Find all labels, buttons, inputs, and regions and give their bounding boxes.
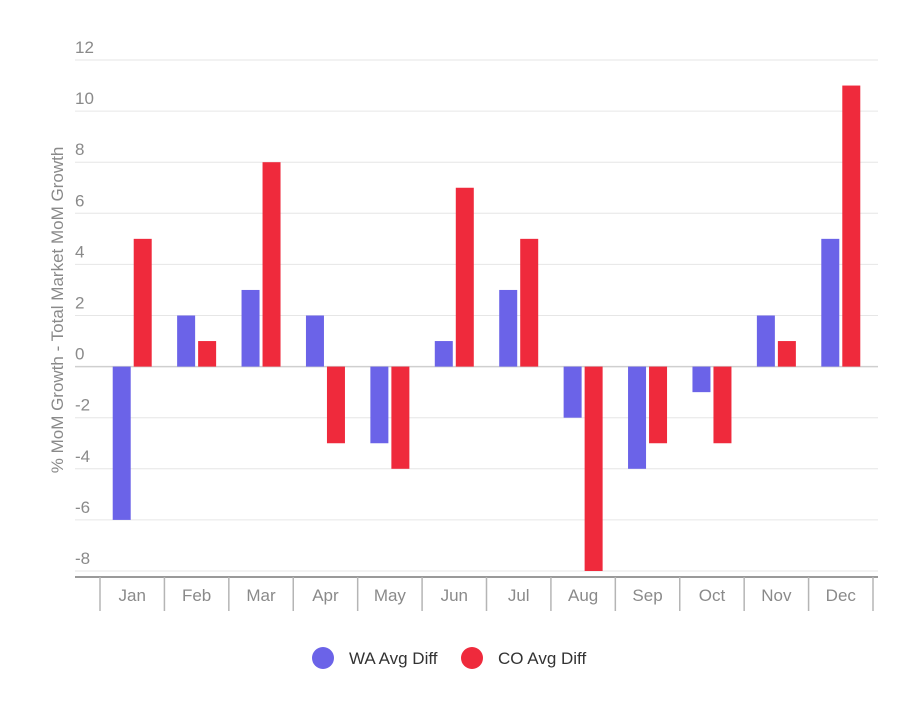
bar-co-jan — [133, 238, 152, 367]
bar-wa-dec — [821, 238, 840, 367]
y-tick-label: 12 — [75, 38, 94, 57]
y-axis-ticks: 12 10 8 6 4 2 0 -2 -4 -6 -8 — [75, 38, 94, 568]
bar-co-jun — [455, 187, 474, 367]
bar-wa-mar — [241, 289, 260, 367]
y-axis-title: % MoM Growth - Total Market MoM Growth — [48, 147, 67, 474]
y-tick-label: 4 — [75, 242, 84, 261]
x-tick-label: Jul — [508, 586, 530, 605]
y-tick-label: 2 — [75, 294, 84, 313]
x-tick-label: Oct — [699, 586, 726, 605]
legend-swatch — [461, 647, 483, 669]
bar-wa-apr — [305, 315, 324, 367]
bar-co-may — [391, 366, 410, 469]
x-axis: Jan Feb Mar Apr May Jun Jul Aug Sep Oct Nov Dec — [75, 576, 878, 611]
bar-co-jul — [520, 238, 539, 367]
x-tick-label: Apr — [312, 586, 339, 605]
bar-co-oct — [713, 366, 732, 444]
y-tick-label: 8 — [75, 140, 84, 159]
bars — [112, 85, 861, 571]
y-tick-label: -2 — [75, 396, 90, 415]
x-tick-label: May — [374, 586, 407, 605]
x-tick-label: Aug — [568, 586, 598, 605]
gridlines — [75, 59, 878, 572]
x-tick-label: Nov — [761, 586, 792, 605]
x-tick-label: Mar — [246, 586, 276, 605]
y-tick-label: -8 — [75, 549, 90, 568]
y-tick-label: 10 — [75, 89, 94, 108]
y-tick-label: 0 — [75, 345, 84, 364]
legend-swatch — [312, 647, 334, 669]
y-tick-label: -6 — [75, 498, 90, 517]
bar-wa-feb — [177, 315, 196, 367]
x-tick-label: Dec — [826, 586, 857, 605]
legend-label: CO Avg Diff — [498, 649, 586, 668]
x-tick-label: Jan — [118, 586, 145, 605]
bar-wa-aug — [563, 366, 582, 418]
y-tick-label: -4 — [75, 447, 90, 466]
legend-label: WA Avg Diff — [349, 649, 438, 668]
bar-co-aug — [584, 366, 603, 571]
x-tick-label: Sep — [632, 586, 662, 605]
legend-item-wa: WA Avg Diff — [312, 647, 438, 669]
bar-co-feb — [198, 341, 217, 367]
legend-item-co: CO Avg Diff — [461, 647, 586, 669]
bar-wa-jan — [112, 366, 131, 520]
bar-co-apr — [326, 366, 345, 444]
bar-co-dec — [842, 85, 861, 367]
bar-wa-jun — [434, 341, 453, 367]
bar-wa-sep — [628, 366, 647, 469]
bar-wa-oct — [692, 366, 711, 393]
legend: WA Avg Diff CO Avg Diff — [312, 647, 586, 669]
y-tick-label: 6 — [75, 191, 84, 210]
bar-wa-jul — [499, 289, 518, 367]
bar-wa-nov — [756, 315, 775, 367]
bar-wa-may — [370, 366, 389, 444]
bar-co-mar — [262, 162, 281, 367]
x-tick-label: Feb — [182, 586, 211, 605]
x-tick-label: Jun — [441, 586, 468, 605]
bar-co-nov — [777, 341, 796, 367]
bar-co-sep — [649, 366, 668, 444]
